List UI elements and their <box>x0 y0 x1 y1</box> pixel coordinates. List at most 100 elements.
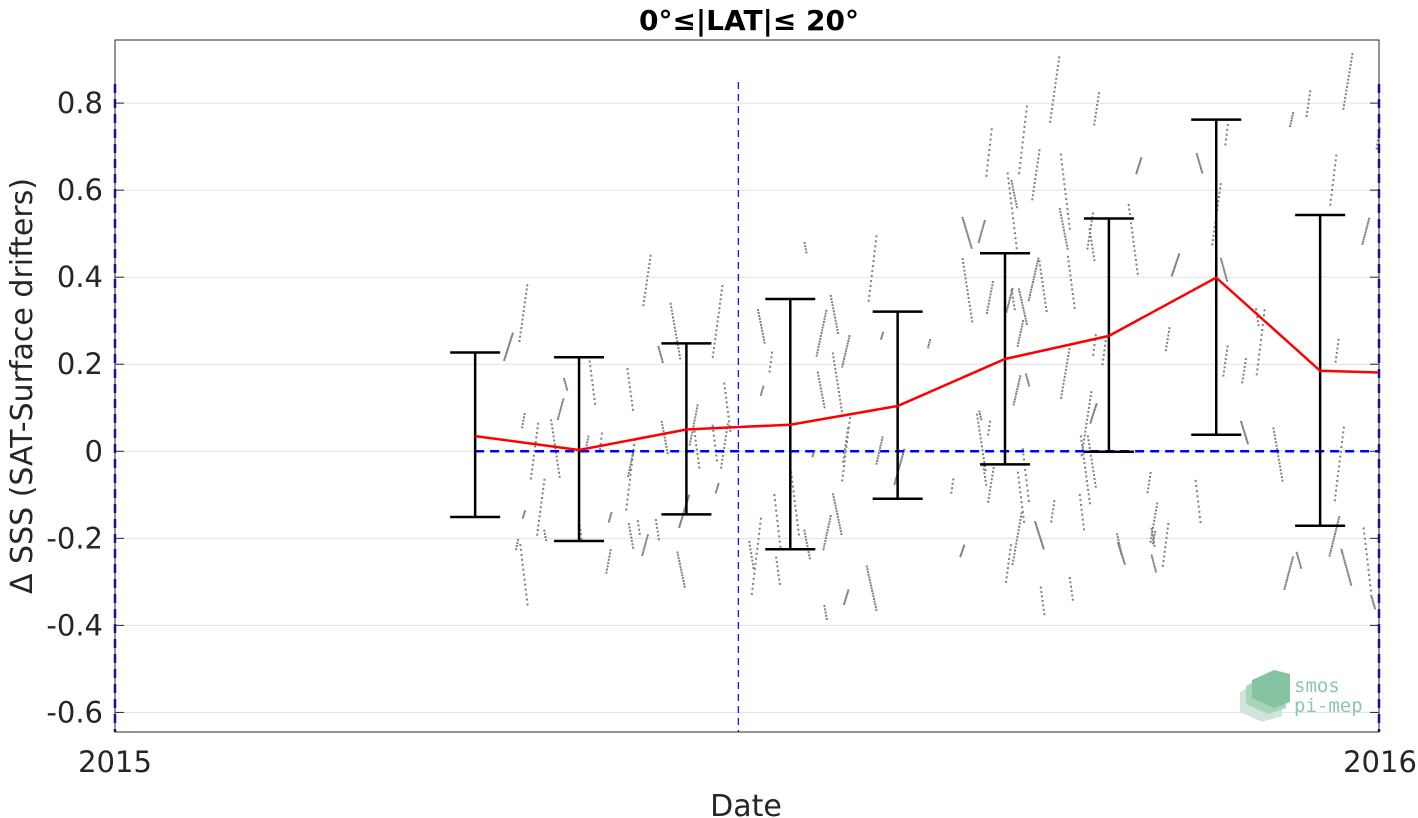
scatter-point <box>1033 182 1036 184</box>
scatter-point <box>627 493 630 496</box>
scatter-point <box>1246 440 1249 443</box>
scatter-point <box>630 399 633 402</box>
scatter-point <box>1343 104 1345 107</box>
scatter-point <box>978 429 981 432</box>
scatter-point <box>1197 157 1199 160</box>
scatter-point <box>1332 179 1335 182</box>
scatter-point <box>1087 435 1089 438</box>
scatter-point <box>803 241 806 244</box>
scatter-point <box>881 333 884 336</box>
scatter-point <box>1334 159 1337 162</box>
scatter-point <box>875 462 878 465</box>
scatter-point <box>816 371 819 374</box>
scatter-point <box>964 277 967 280</box>
scatter-point <box>771 351 773 354</box>
scatter-point <box>526 284 529 287</box>
scatter-point <box>532 459 535 462</box>
scatter-point <box>1082 453 1085 456</box>
scatter-point <box>841 479 844 482</box>
scatter-point <box>822 403 825 406</box>
scatter-point <box>605 571 608 574</box>
scatter-point <box>838 524 841 527</box>
scatter-point <box>530 472 533 475</box>
scatter-point <box>843 460 846 463</box>
scatter-point <box>871 270 874 273</box>
scatter-point <box>1033 273 1036 276</box>
scatter-point <box>878 449 881 452</box>
scatter-point <box>1040 540 1043 542</box>
scatter-point <box>1146 491 1149 494</box>
scatter-point <box>522 314 525 317</box>
scatter-point <box>523 305 526 308</box>
scatter-point <box>1059 153 1062 156</box>
scatter-point <box>927 343 930 346</box>
scatter-point <box>1218 191 1221 194</box>
scatter-point <box>676 340 679 343</box>
scatter-point <box>716 320 719 323</box>
scatter-point <box>1305 115 1308 117</box>
scatter-point <box>675 336 678 339</box>
scatter-point <box>523 413 526 415</box>
scatter-point <box>768 370 771 373</box>
scatter-point <box>1026 489 1029 492</box>
scatter-point <box>874 606 877 609</box>
scatter-point <box>823 545 826 548</box>
scatter-point <box>818 381 821 384</box>
scatter-point <box>1035 169 1038 172</box>
scatter-point <box>804 248 807 251</box>
scatter-point <box>959 555 962 558</box>
scatter-point <box>981 228 984 231</box>
scatter-point <box>823 605 826 607</box>
scatter-point <box>986 164 989 167</box>
y-tick-label: 0 <box>85 434 103 468</box>
scatter-point <box>630 463 633 466</box>
scatter-point <box>968 238 971 241</box>
scatter-point <box>961 549 964 552</box>
scatter-point <box>1038 149 1041 152</box>
scatter-point <box>1255 373 1258 376</box>
scatter-point <box>1091 466 1094 469</box>
scatter-point <box>627 474 630 477</box>
scatter-point <box>510 336 513 339</box>
scatter-point <box>1150 527 1153 530</box>
scatter-point <box>1014 197 1017 200</box>
scatter-point <box>1279 465 1282 468</box>
scatter-point <box>637 524 640 527</box>
scatter-point <box>1150 554 1153 557</box>
scatter-point <box>982 468 985 471</box>
scatter-point <box>678 562 681 565</box>
scatter-point <box>821 396 824 399</box>
scatter-point <box>823 406 826 409</box>
scatter-point <box>682 580 685 582</box>
scatter-point <box>649 254 652 257</box>
scatter-point <box>1216 204 1219 207</box>
scatter-point <box>870 584 872 587</box>
scatter-point <box>586 438 589 441</box>
scatter-point <box>1026 380 1029 383</box>
scatter-point <box>1037 532 1040 535</box>
scatter-point <box>1011 212 1014 215</box>
scatter-point <box>680 568 683 571</box>
scatter-point <box>680 518 683 521</box>
scatter-point <box>1363 532 1366 535</box>
scatter-point <box>1337 343 1339 346</box>
scatter-point <box>1135 263 1138 266</box>
scatter-point <box>1068 269 1071 272</box>
scatter-point <box>659 352 662 355</box>
scatter-point <box>1015 242 1018 245</box>
scatter-point <box>1221 264 1224 267</box>
scatter-point <box>643 295 646 298</box>
scatter-point <box>1332 540 1335 543</box>
scatter-point <box>645 540 647 543</box>
scatter-point <box>1152 541 1155 544</box>
scatter-point <box>524 588 527 591</box>
scatter-point <box>724 439 727 442</box>
scatter-point <box>726 423 729 426</box>
scatter-point <box>505 353 508 356</box>
scatter-point <box>594 402 597 405</box>
scatter-point <box>673 326 676 329</box>
scatter-point <box>1067 355 1070 357</box>
scatter-point <box>1039 268 1042 271</box>
scatter-point <box>1044 301 1047 304</box>
scatter-point <box>1025 375 1028 378</box>
